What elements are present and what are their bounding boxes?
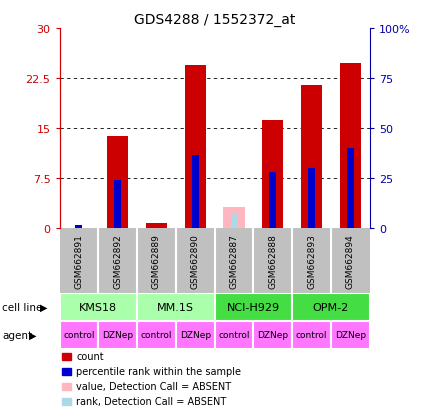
Text: count: count (76, 351, 104, 361)
Bar (146, 223, 167, 229)
Bar (60, 321, 98, 349)
Text: control: control (63, 330, 95, 339)
Text: DZNep: DZNep (180, 330, 211, 339)
Bar (292, 293, 370, 321)
Bar (176, 321, 215, 349)
Text: GSM662894: GSM662894 (346, 234, 355, 288)
Bar (292, 321, 331, 349)
Text: rank, Detection Call = ABSENT: rank, Detection Call = ABSENT (76, 396, 227, 406)
Text: cell line: cell line (2, 302, 42, 312)
Bar (60, 293, 137, 321)
Bar (192, 156, 199, 229)
Text: DZNep: DZNep (257, 330, 288, 339)
Bar (137, 321, 176, 349)
Text: ▶: ▶ (40, 302, 47, 312)
Bar (137, 293, 215, 321)
Text: ▶: ▶ (29, 330, 37, 340)
Bar (184, 66, 206, 229)
Text: GSM662889: GSM662889 (152, 233, 161, 288)
Bar (253, 321, 292, 349)
Bar (262, 121, 283, 229)
Bar (107, 137, 128, 229)
Text: percentile rank within the sample: percentile rank within the sample (76, 366, 241, 376)
Text: MM.1S: MM.1S (157, 302, 194, 312)
Text: GSM662893: GSM662893 (307, 233, 316, 288)
Text: NCI-H929: NCI-H929 (227, 302, 280, 312)
Text: GSM662891: GSM662891 (74, 233, 83, 288)
Title: GDS4288 / 1552372_at: GDS4288 / 1552372_at (134, 12, 295, 26)
Text: GSM662887: GSM662887 (230, 233, 238, 288)
Bar (224, 208, 245, 229)
Bar (308, 169, 315, 229)
Text: value, Detection Call = ABSENT: value, Detection Call = ABSENT (76, 381, 231, 392)
Bar (215, 321, 253, 349)
Bar (230, 214, 238, 229)
Text: OPM-2: OPM-2 (313, 302, 349, 312)
Text: control: control (296, 330, 327, 339)
Text: control: control (141, 330, 172, 339)
Text: GSM662888: GSM662888 (268, 233, 277, 288)
Bar (347, 149, 354, 229)
Bar (301, 85, 322, 229)
Bar (269, 172, 276, 229)
Text: agent: agent (2, 330, 32, 340)
Text: GSM662892: GSM662892 (113, 234, 122, 288)
Bar (114, 181, 121, 229)
Text: control: control (218, 330, 250, 339)
Text: DZNep: DZNep (102, 330, 133, 339)
Bar (98, 321, 137, 349)
Bar (340, 64, 361, 229)
Text: DZNep: DZNep (335, 330, 366, 339)
Text: KMS18: KMS18 (79, 302, 117, 312)
Bar (215, 293, 292, 321)
Bar (75, 225, 82, 229)
Text: GSM662890: GSM662890 (191, 233, 200, 288)
Bar (331, 321, 370, 349)
